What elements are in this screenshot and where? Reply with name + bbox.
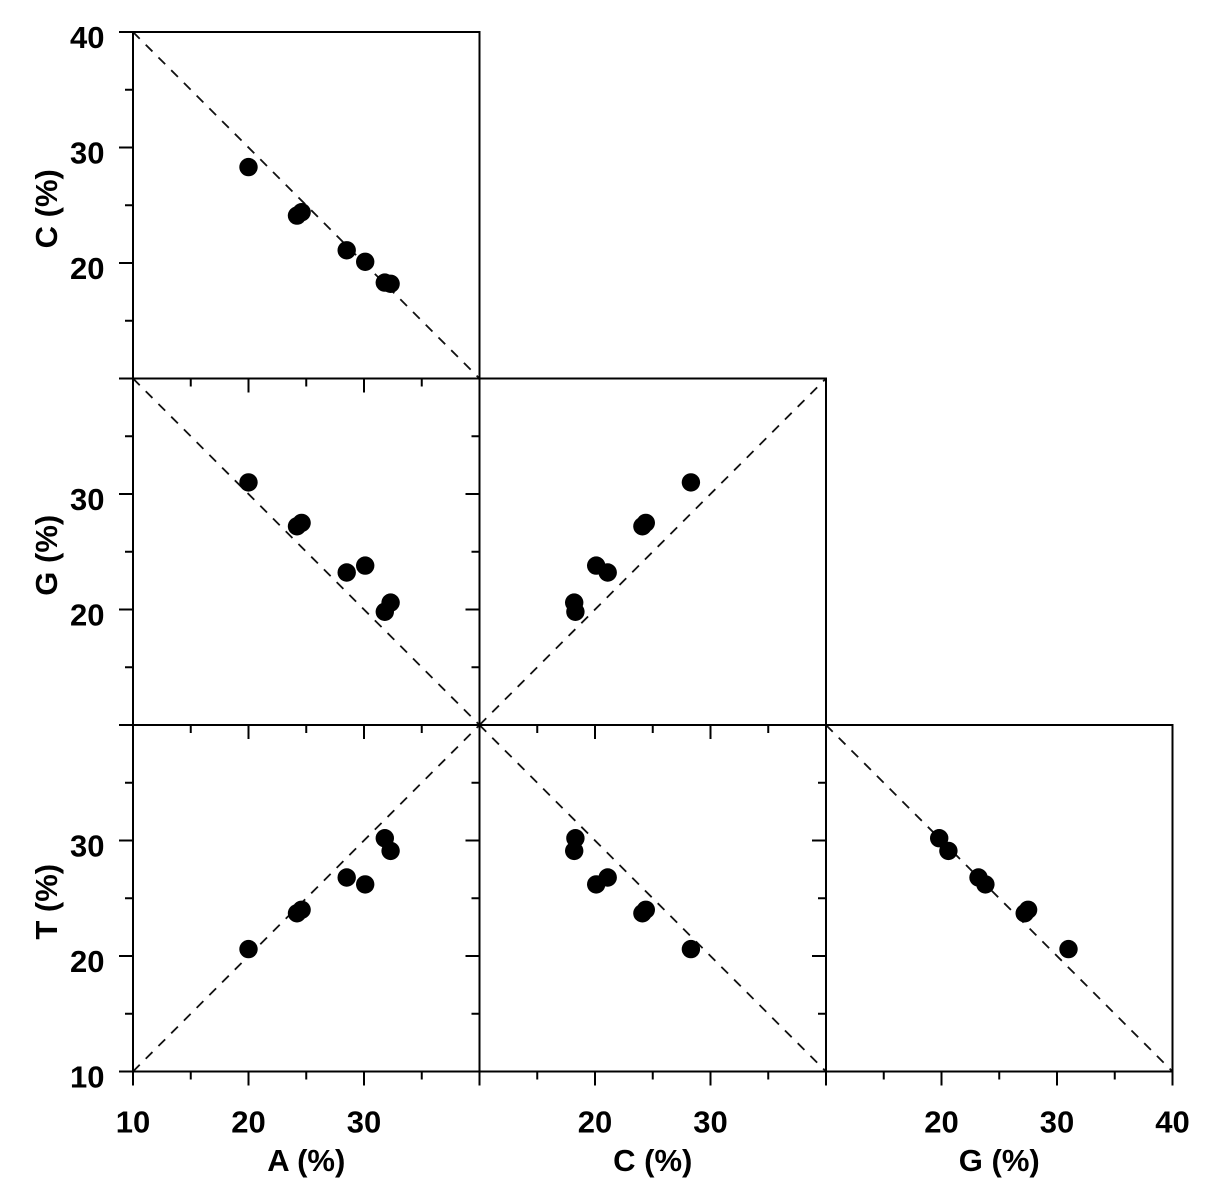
svg-text:30: 30: [693, 1105, 727, 1140]
svg-text:C (%): C (%): [613, 1143, 692, 1178]
svg-text:40: 40: [1155, 1105, 1189, 1140]
svg-text:C (%): C (%): [29, 169, 64, 248]
svg-text:20: 20: [70, 597, 104, 632]
svg-text:20: 20: [924, 1105, 958, 1140]
svg-text:20: 20: [578, 1105, 612, 1140]
svg-text:30: 30: [70, 135, 104, 170]
svg-text:30: 30: [70, 828, 104, 863]
svg-text:20: 20: [231, 1105, 265, 1140]
svg-text:20: 20: [70, 251, 104, 286]
svg-text:20: 20: [70, 944, 104, 979]
svg-text:40: 40: [70, 20, 104, 55]
svg-text:30: 30: [70, 482, 104, 517]
svg-text:30: 30: [1040, 1105, 1074, 1140]
svg-text:G (%): G (%): [29, 515, 64, 596]
svg-text:G (%): G (%): [959, 1143, 1040, 1178]
svg-text:10: 10: [70, 1059, 104, 1094]
svg-text:10: 10: [116, 1105, 150, 1140]
svg-text:30: 30: [347, 1105, 381, 1140]
svg-text:A (%): A (%): [267, 1143, 345, 1178]
svg-text:T (%): T (%): [29, 864, 64, 940]
